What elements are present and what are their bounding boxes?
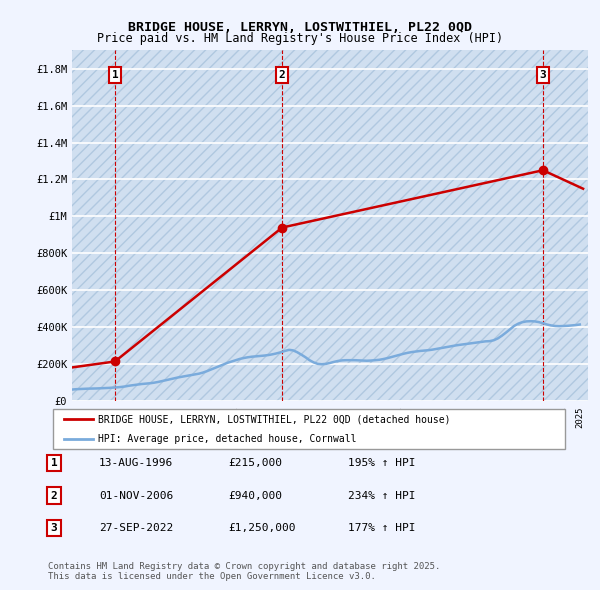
Text: £1,250,000: £1,250,000 (228, 523, 296, 533)
Text: 195% ↑ HPI: 195% ↑ HPI (348, 458, 415, 468)
Text: 234% ↑ HPI: 234% ↑ HPI (348, 491, 415, 500)
Text: BRIDGE HOUSE, LERRYN, LOSTWITHIEL, PL22 0QD: BRIDGE HOUSE, LERRYN, LOSTWITHIEL, PL22 … (128, 21, 472, 34)
Text: HPI: Average price, detached house, Cornwall: HPI: Average price, detached house, Corn… (98, 434, 356, 444)
Text: BRIDGE HOUSE, LERRYN, LOSTWITHIEL, PL22 0QD (detached house): BRIDGE HOUSE, LERRYN, LOSTWITHIEL, PL22 … (98, 415, 451, 424)
Text: 13-AUG-1996: 13-AUG-1996 (99, 458, 173, 468)
Text: Price paid vs. HM Land Registry's House Price Index (HPI): Price paid vs. HM Land Registry's House … (97, 32, 503, 45)
Text: 177% ↑ HPI: 177% ↑ HPI (348, 523, 415, 533)
Text: 01-NOV-2006: 01-NOV-2006 (99, 491, 173, 500)
Text: 3: 3 (50, 523, 58, 533)
Text: 3: 3 (539, 70, 547, 80)
FancyBboxPatch shape (53, 409, 565, 449)
Text: £215,000: £215,000 (228, 458, 282, 468)
Text: 2: 2 (50, 491, 58, 500)
Text: 27-SEP-2022: 27-SEP-2022 (99, 523, 173, 533)
Text: Contains HM Land Registry data © Crown copyright and database right 2025.
This d: Contains HM Land Registry data © Crown c… (48, 562, 440, 581)
Text: 2: 2 (279, 70, 286, 80)
Text: 1: 1 (50, 458, 58, 468)
Text: 1: 1 (112, 70, 118, 80)
Text: £940,000: £940,000 (228, 491, 282, 500)
